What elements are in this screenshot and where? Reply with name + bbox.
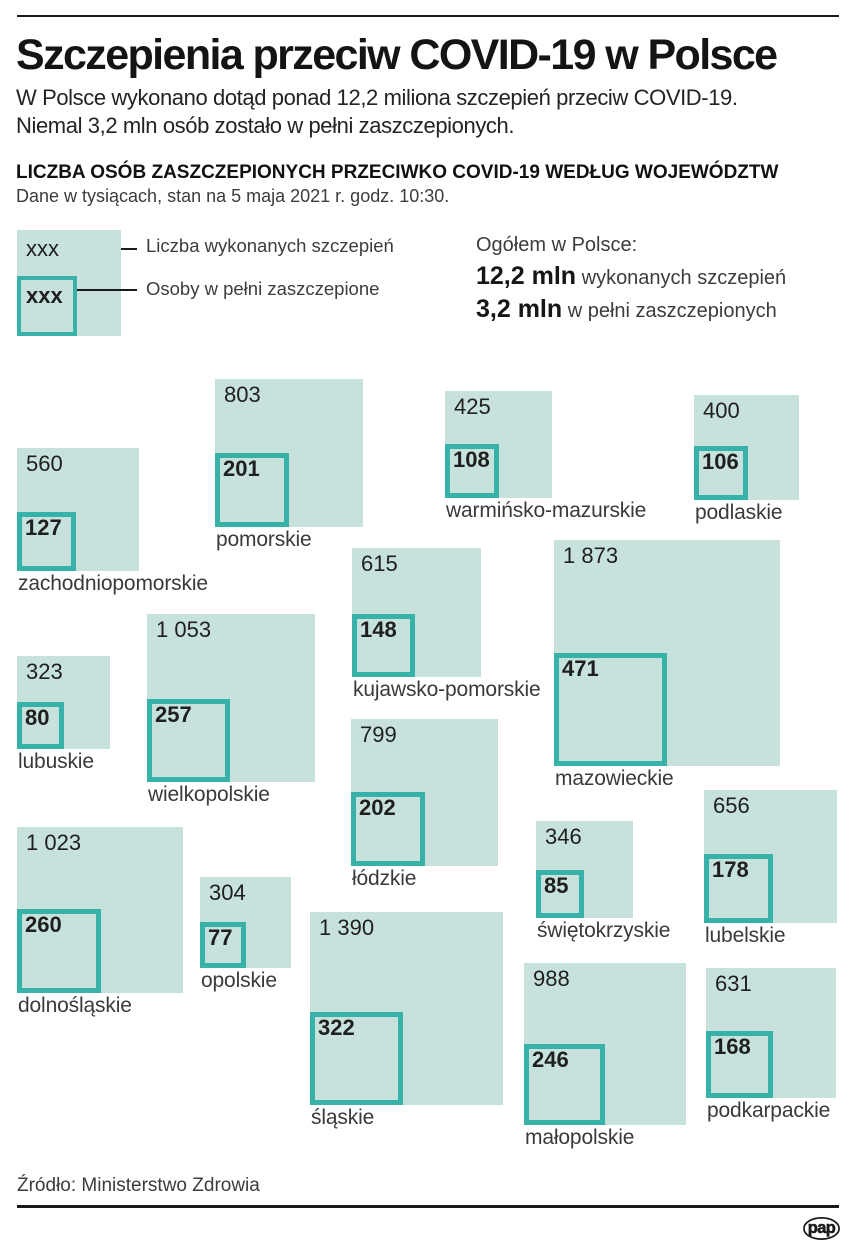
svg-text:pap: pap bbox=[808, 1219, 836, 1237]
